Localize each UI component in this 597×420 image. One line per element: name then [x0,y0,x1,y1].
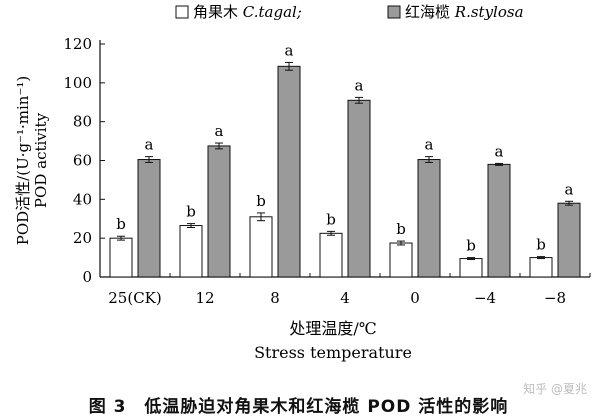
bar-series-2 [487,163,511,278]
bar-series-1 [319,232,343,278]
legend-swatch-2 [387,5,401,19]
bar-series-1 [109,237,133,278]
bar-series-2 [347,99,371,278]
significance-label: a [565,180,574,198]
x-tick-label: 0 [410,289,420,307]
y-tick-label: 40 [73,190,92,208]
x-axis-label-en: Stress temperature [254,343,412,362]
bar-series-1 [249,216,273,278]
y-tick-label: 0 [82,268,92,286]
x-axis-label-cn: 处理温度/℃ [289,319,376,338]
bar-series-2 [137,159,161,278]
significance-label: b [256,192,266,210]
x-tick-label: −8 [544,289,566,307]
legend-label-1: 角果木 C.tagal; [193,3,302,21]
bar-series-1 [179,225,203,278]
y-axis-label-en: POD activity [32,112,50,208]
x-tick-label: 25(CK) [108,289,161,307]
y-tick-label: 60 [73,152,92,170]
significance-label: a [355,76,364,94]
significance-label: b [536,236,546,254]
x-tick-label: 12 [195,289,214,307]
significance-label: a [495,142,504,160]
significance-label: a [145,136,154,154]
bar-series-2 [277,65,301,278]
significance-label: a [215,122,224,140]
significance-label: b [116,215,126,233]
legend-label-2: 红海榄 R.stylosa [405,3,524,21]
x-tick-label: 8 [270,289,280,307]
watermark: 知乎 @夏兆 [523,382,587,396]
pod-activity-bar-chart: 角果木 C.tagal; 红海榄 R.stylosa020406080100120… [14,3,591,362]
significance-label: b [186,203,196,221]
legend-swatch-1 [175,5,189,19]
y-tick-label: 20 [73,229,92,247]
y-tick-label: 80 [73,113,92,131]
significance-label: b [466,237,476,255]
significance-label: a [285,41,294,59]
significance-label: a [425,136,434,154]
bar-series-1 [389,242,413,278]
bar-series-1 [529,257,553,278]
figure-caption: 图 3 低温胁迫对角果木和红海榄 POD 活性的影响 [88,397,509,417]
x-tick-label: −4 [474,289,496,307]
significance-label: b [396,220,406,238]
bar-series-2 [557,202,581,278]
y-axis-label-cn: POD活性/(U·g⁻¹·min⁻¹) [14,76,32,246]
y-tick-label: 100 [63,74,92,92]
x-tick-label: 4 [340,289,350,307]
bar-series-2 [417,159,441,278]
bar-series-2 [207,145,231,278]
bar-series-1 [459,258,483,278]
y-tick-label: 120 [63,35,92,53]
significance-label: b [326,210,336,228]
